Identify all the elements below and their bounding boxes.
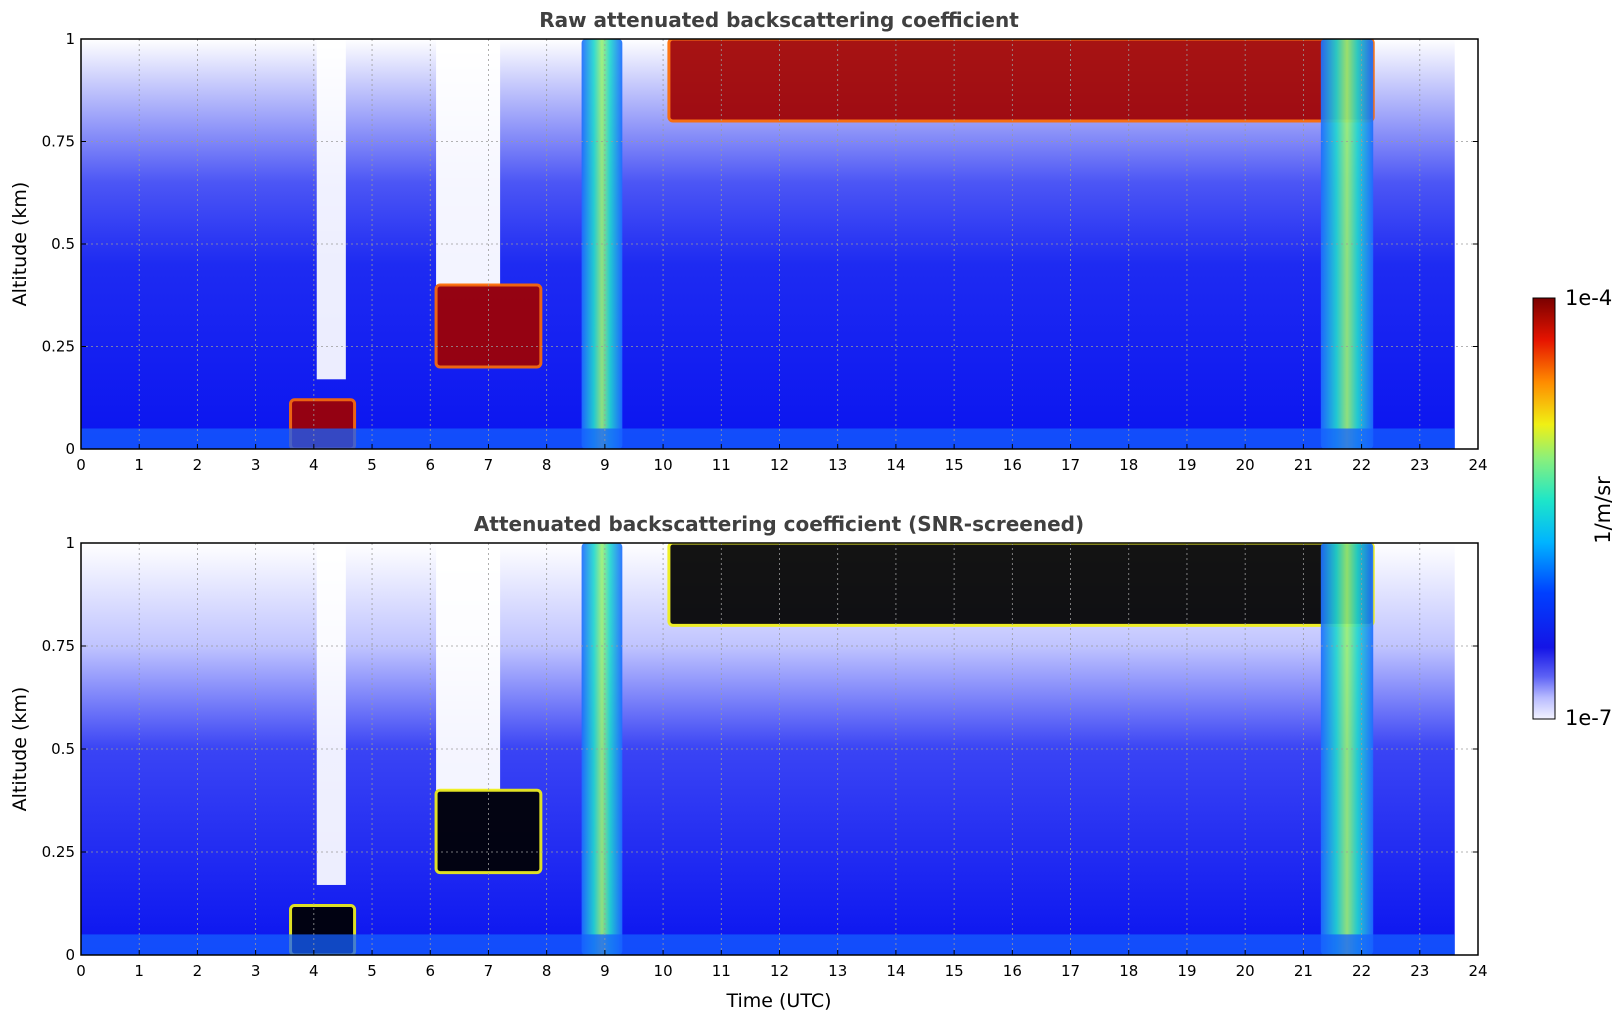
x-tick-label: 0 (76, 456, 86, 474)
x-tick-label: 10 (654, 962, 673, 980)
panel2-heatmap (81, 543, 1455, 955)
panel2-x-ticks: 0 1 2 3 4 5 6 7 8 9 10 11 12 13 14 15 16 17 18 19 20 21 22 23 24 (76, 950, 1488, 980)
x-tick-label: 22 (1352, 962, 1371, 980)
x-tick-label: 3 (251, 456, 261, 474)
x-tick-label: 21 (1294, 456, 1313, 474)
x-tick-label: 12 (770, 962, 789, 980)
x-tick-label: 17 (1061, 962, 1080, 980)
clear-column (316, 543, 346, 885)
x-tick-label: 19 (1177, 456, 1196, 474)
x-tick-label: 2 (193, 456, 203, 474)
y-tick-label: 0 (65, 440, 75, 458)
x-tick-label: 7 (484, 962, 494, 980)
feature-2 (667, 39, 1375, 123)
x-tick-label: 10 (654, 456, 673, 474)
x-tick-label: 15 (945, 456, 964, 474)
panel2-grid (81, 543, 1478, 955)
colorbar-min-label: 1e-7 (1565, 706, 1612, 730)
y-tick-label: 0 (65, 946, 75, 964)
x-tick-label: 12 (770, 456, 789, 474)
x-tick-label: 7 (484, 456, 494, 474)
feature-0 (434, 788, 543, 875)
x-tick-label: 8 (542, 456, 552, 474)
y-tick-label: 0.25 (42, 338, 75, 356)
panel2-y-ticks: 0 0.25 0.5 0.75 1 (42, 534, 1478, 964)
x-tick-label: 4 (309, 962, 319, 980)
x-tick-label: 8 (542, 962, 552, 980)
x-tick-label: 1 (134, 456, 144, 474)
y-tick-label: 1 (65, 534, 75, 552)
colorbar (1532, 297, 1556, 720)
clear-region (436, 543, 501, 791)
feature-2 (667, 543, 1375, 627)
surface-layer (81, 934, 1455, 955)
x-tick-label: 5 (367, 456, 377, 474)
x-tick-label: 14 (886, 456, 905, 474)
x-tick-label: 9 (600, 962, 610, 980)
panel2-y-label: Altitude (km) (9, 687, 31, 812)
x-tick-label: 18 (1119, 456, 1138, 474)
x-tick-label: 1 (134, 962, 144, 980)
x-tick-label: 23 (1410, 962, 1429, 980)
panel2-x-label: Time (UTC) (725, 990, 831, 1012)
x-tick-label: 6 (425, 962, 435, 980)
colorbar-max-label: 1e-4 (1565, 286, 1612, 310)
x-tick-label: 5 (367, 962, 377, 980)
x-tick-label: 18 (1119, 962, 1138, 980)
x-tick-label: 21 (1294, 962, 1313, 980)
x-tick-label: 20 (1236, 962, 1255, 980)
x-tick-label: 14 (886, 962, 905, 980)
y-tick-label: 0.75 (42, 637, 75, 655)
y-tick-label: 0.5 (51, 740, 75, 758)
x-tick-label: 2 (193, 962, 203, 980)
x-tick-label: 24 (1468, 456, 1487, 474)
x-tick-label: 0 (76, 962, 86, 980)
x-tick-label: 4 (309, 456, 319, 474)
y-tick-label: 0.5 (51, 235, 75, 253)
x-tick-label: 22 (1352, 456, 1371, 474)
panel1-y-ticks: 0 0.25 0.5 0.75 1 (42, 30, 1478, 458)
x-tick-label: 13 (828, 456, 847, 474)
x-tick-label: 16 (1003, 456, 1022, 474)
y-tick-label: 1 (65, 30, 75, 48)
panel1-x-ticks: 0 1 2 3 4 5 6 7 8 9 10 11 12 13 14 15 16 17 18 19 20 21 22 23 24 (76, 444, 1488, 474)
panel1-grid (81, 39, 1478, 449)
clear-region (436, 39, 501, 285)
x-tick-label: 15 (945, 962, 964, 980)
panel1-title: Raw attenuated backscattering coefficien… (539, 8, 1019, 32)
x-tick-label: 11 (712, 456, 731, 474)
x-tick-label: 20 (1236, 456, 1255, 474)
x-tick-label: 9 (600, 456, 610, 474)
y-tick-label: 0.75 (42, 133, 75, 151)
panel1-y-label: Altitude (km) (9, 182, 31, 307)
x-tick-label: 16 (1003, 962, 1022, 980)
x-tick-label: 24 (1468, 962, 1487, 980)
x-tick-label: 3 (251, 962, 261, 980)
x-tick-label: 6 (425, 456, 435, 474)
x-tick-label: 17 (1061, 456, 1080, 474)
x-tick-label: 19 (1177, 962, 1196, 980)
x-tick-label: 13 (828, 962, 847, 980)
y-tick-label: 0.25 (42, 843, 75, 861)
x-tick-label: 11 (712, 962, 731, 980)
panel2-title: Attenuated backscattering coefficient (S… (474, 512, 1084, 536)
colorbar-unit-label: 1/m/sr (1591, 476, 1615, 544)
surface-layer (81, 428, 1455, 449)
x-tick-label: 23 (1410, 456, 1429, 474)
clear-column (316, 39, 346, 380)
